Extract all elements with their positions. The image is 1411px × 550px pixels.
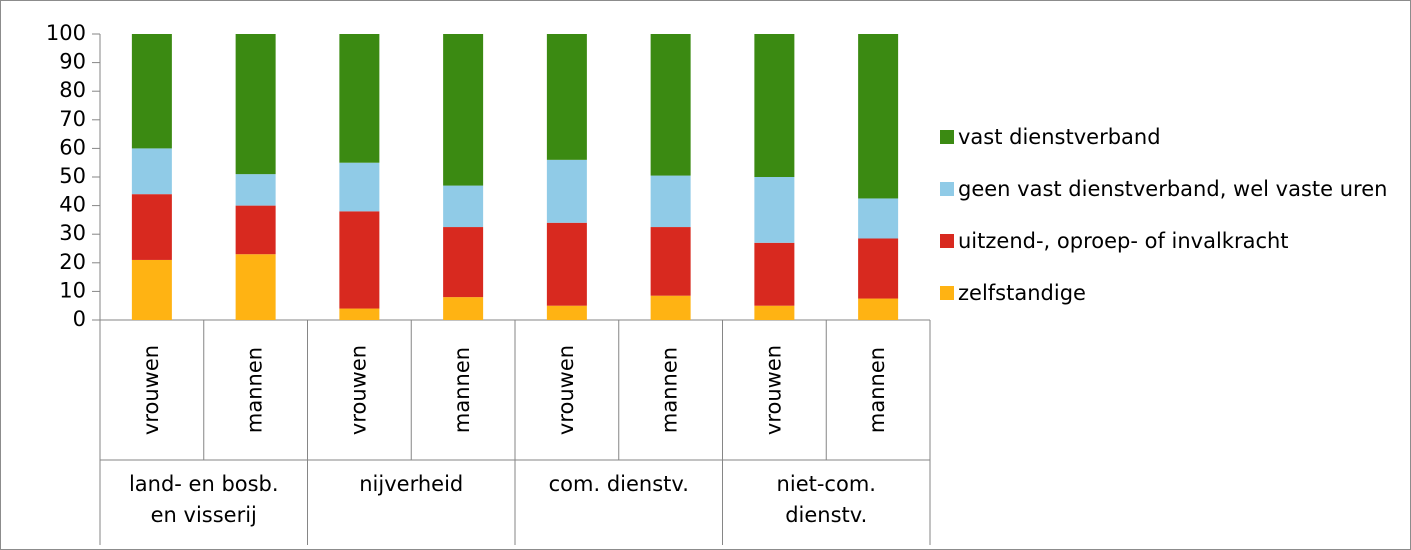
bar-segment [131, 259, 172, 320]
legend-item: vast dienstverband [940, 122, 1390, 152]
legend-label: geen vast dienstverband, wel vaste uren [958, 177, 1388, 201]
group-label: land- en bosb. [129, 472, 279, 496]
group-label: dienstv. [785, 503, 867, 527]
y-tick-label: 80 [59, 78, 86, 102]
y-tick-label: 30 [59, 221, 86, 245]
bar-segment [858, 298, 899, 320]
x-tick-label: vrouwen [761, 345, 785, 435]
y-tick-label: 50 [59, 164, 86, 188]
bar-segment [754, 177, 795, 243]
bar-segment [650, 227, 691, 296]
legend-item: zelfstandige [940, 278, 1390, 308]
bar-segment [443, 227, 484, 298]
y-tick-label: 0 [73, 307, 86, 331]
y-tick-label: 10 [59, 278, 86, 302]
y-tick-label: 70 [59, 107, 86, 131]
bar-segment [131, 148, 172, 195]
legend-label: uitzend-, oproep- of invalkracht [958, 229, 1289, 253]
bar-segment [339, 162, 380, 212]
bar-segment [546, 305, 587, 320]
bar-segment [235, 174, 276, 206]
y-tick-label: 60 [59, 135, 86, 159]
y-tick-label: 20 [59, 250, 86, 274]
bar-segment [443, 34, 484, 186]
bar-segment [339, 308, 380, 320]
bar-segment [754, 34, 795, 177]
legend-item: geen vast dienstverband, wel vaste uren [940, 174, 1390, 204]
bar-segment [546, 159, 587, 223]
legend-item: uitzend-, oproep- of invalkracht [940, 226, 1390, 256]
y-tick-label: 40 [59, 193, 86, 217]
group-label: nijverheid [359, 472, 463, 496]
group-label: niet-com. [777, 472, 876, 496]
legend-swatch [940, 130, 954, 144]
group-label: com. dienstv. [549, 472, 689, 496]
y-tick-label: 100 [46, 21, 86, 45]
bar-segment [339, 34, 380, 163]
bar-segment [131, 34, 172, 149]
bar-segment [235, 34, 276, 175]
x-tick-label: vrouwen [346, 345, 370, 435]
bar-segment [650, 175, 691, 228]
legend: vast dienstverband geen vast dienstverban… [940, 122, 1390, 330]
bar-segment [443, 185, 484, 228]
x-tick-label: mannen [243, 347, 267, 433]
bar-segment [754, 305, 795, 320]
bar-segment [235, 205, 276, 255]
bar-segment [650, 34, 691, 176]
x-tick-label: vrouwen [554, 345, 578, 435]
bar-segment [443, 297, 484, 320]
x-tick-label: mannen [658, 347, 682, 433]
bar-segment [546, 34, 587, 160]
bar-segment [858, 238, 899, 299]
x-tick-label: mannen [865, 347, 889, 433]
x-tick-label: vrouwen [139, 345, 163, 435]
bar-segment [650, 295, 691, 320]
x-tick-label: mannen [450, 347, 474, 433]
legend-swatch [940, 182, 954, 196]
group-label: en visserij [151, 503, 257, 527]
bar-segment [339, 211, 380, 309]
bar-segment [546, 222, 587, 306]
bar-segment [754, 242, 795, 306]
bar-segment [858, 198, 899, 239]
bar-segment [858, 34, 899, 199]
bar-segment [131, 194, 172, 260]
legend-swatch [940, 234, 954, 248]
legend-label: zelfstandige [958, 281, 1086, 305]
y-tick-label: 90 [59, 50, 86, 74]
bar-segment [235, 254, 276, 320]
legend-swatch [940, 286, 954, 300]
legend-label: vast dienstverband [958, 125, 1161, 149]
